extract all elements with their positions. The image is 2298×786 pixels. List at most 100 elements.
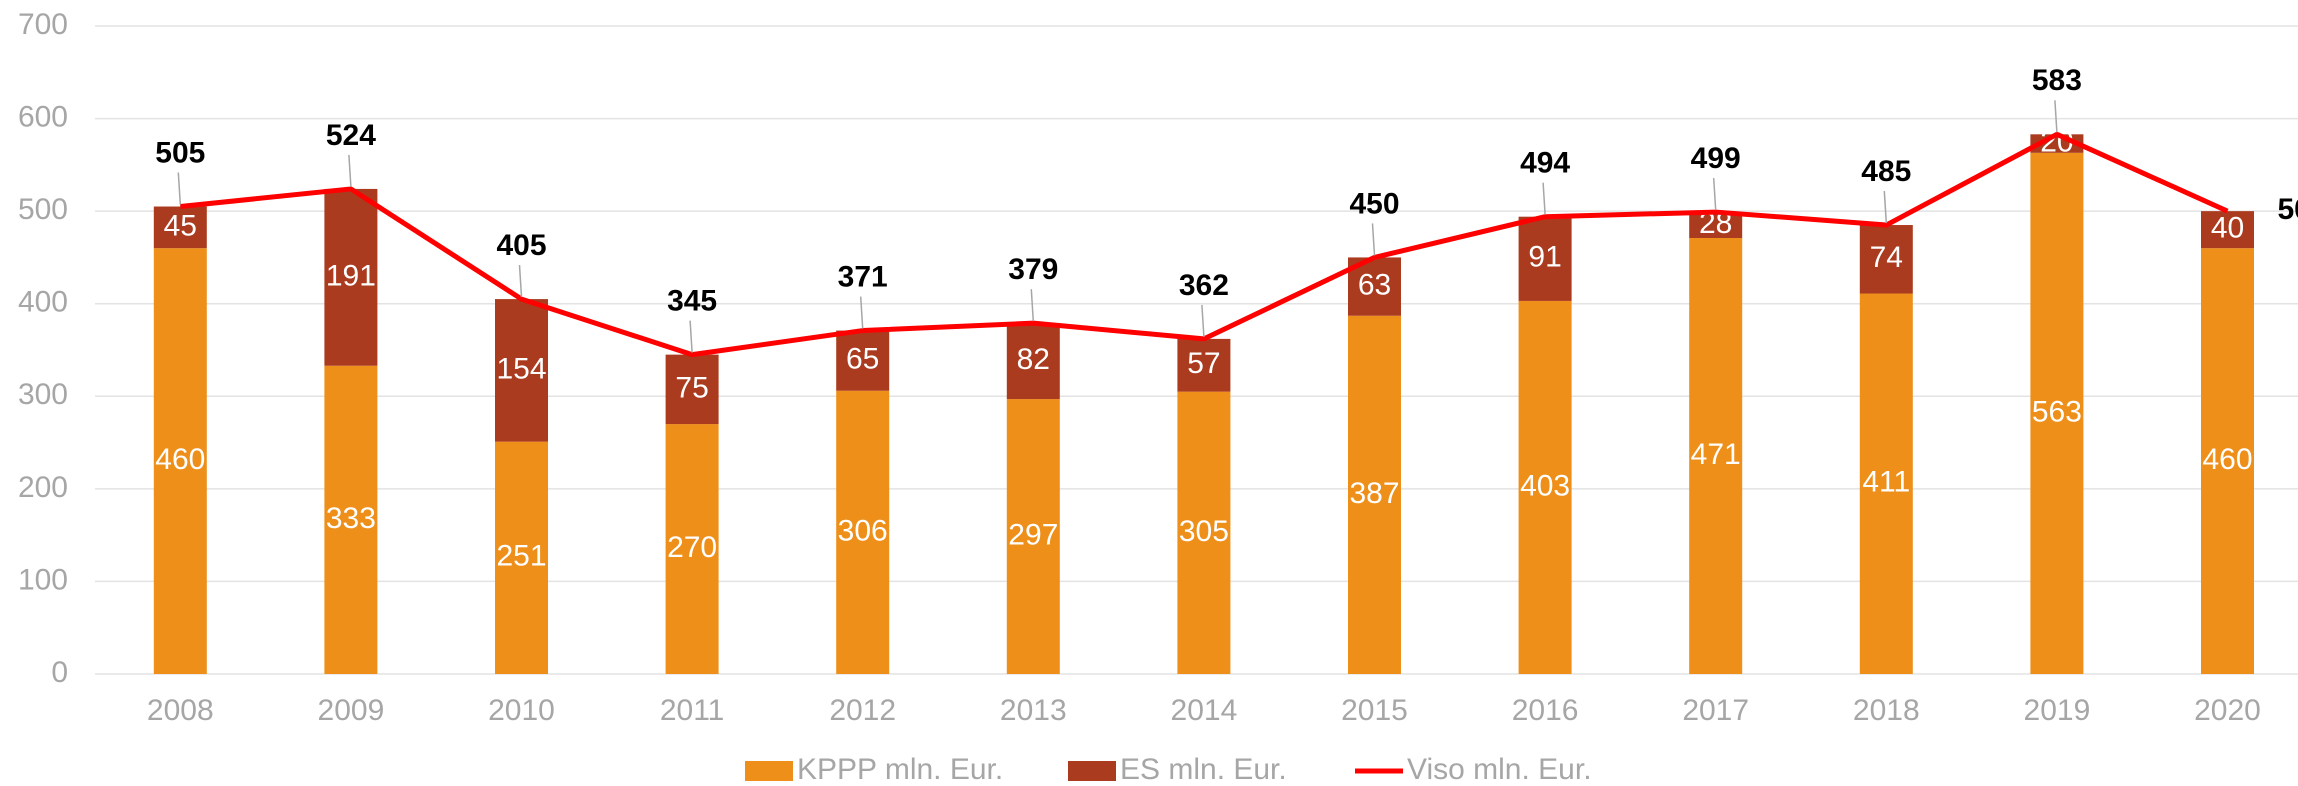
- bar-segment: [1177, 338, 1231, 392]
- x-tick-label: 2016: [1512, 694, 1579, 727]
- total-label: 405: [496, 229, 546, 262]
- x-tick-label: 2017: [1682, 694, 1749, 727]
- x-tick-label: 2008: [147, 694, 214, 727]
- y-tick-label: 700: [18, 8, 68, 41]
- x-tick-label: 2012: [829, 694, 896, 727]
- data-label: 563: [2032, 395, 2082, 428]
- data-label: 191: [326, 259, 376, 292]
- data-label: 333: [326, 502, 376, 535]
- bar-segment: [2201, 248, 2254, 674]
- x-tick-label: 2010: [488, 694, 555, 727]
- y-tick-label: 400: [18, 286, 68, 319]
- y-tick-label: 600: [18, 100, 68, 133]
- data-label: 82: [1017, 343, 1050, 376]
- y-tick-label: 0: [51, 656, 68, 689]
- data-label: 297: [1008, 518, 1058, 551]
- data-label: 251: [496, 540, 546, 573]
- leader-line: [2054, 100, 2058, 133]
- total-label: 583: [2032, 64, 2082, 97]
- bar-segment: [1348, 315, 1401, 674]
- leader-line: [1712, 178, 1717, 211]
- total-label: 500: [2278, 193, 2298, 226]
- x-tick-label: 2009: [318, 694, 385, 727]
- bar-segment: [1518, 216, 1572, 301]
- total-label: 450: [1349, 187, 1399, 220]
- x-tick-label: 2020: [2194, 694, 2261, 727]
- data-label: 306: [838, 514, 888, 547]
- leader-line: [348, 154, 352, 187]
- line-series: [180, 131, 2229, 358]
- data-label: 460: [2202, 443, 2252, 476]
- leader-line: [1201, 304, 1205, 337]
- data-label: 74: [1870, 241, 1903, 274]
- bar-segment: [495, 441, 548, 674]
- bar-segment: [1177, 391, 1231, 674]
- total-label: 505: [155, 136, 205, 169]
- data-label: 387: [1349, 477, 1399, 510]
- x-tick-label: 2015: [1341, 694, 1408, 727]
- x-tick-label: 2014: [1171, 694, 1238, 727]
- bar-segment: [495, 299, 548, 442]
- total-label: 362: [1179, 269, 1229, 302]
- data-label: 270: [667, 531, 717, 564]
- data-label: 45: [164, 209, 197, 242]
- legend-swatch: [1068, 761, 1116, 781]
- data-label: 91: [1528, 241, 1561, 274]
- bar-segment: [1006, 323, 1060, 400]
- legend-label: ES mln. Eur.: [1120, 753, 1287, 786]
- y-tick-label: 300: [18, 378, 68, 411]
- leader-line: [518, 265, 523, 298]
- bar-segment: [153, 248, 207, 674]
- data-label: 154: [496, 352, 546, 385]
- bar-segment: [1006, 399, 1060, 674]
- bar-segment: [665, 354, 719, 425]
- bar-segment: [665, 424, 719, 674]
- bar-segment: [2030, 152, 2084, 674]
- bar-segment: [836, 330, 890, 391]
- leader-line: [1030, 289, 1035, 322]
- y-tick-label: 500: [18, 193, 68, 226]
- total-label: 494: [1520, 147, 1570, 180]
- data-label: 305: [1179, 515, 1229, 548]
- bar-segment: [1689, 237, 1743, 674]
- bar-segment: [1859, 225, 1913, 294]
- bar-segment: [1689, 212, 1743, 238]
- bar-segment: [836, 390, 890, 674]
- legend-swatch: [745, 761, 793, 781]
- leader-line: [1883, 190, 1888, 224]
- leader-line: [859, 296, 864, 329]
- x-tick-label: 2011: [660, 694, 725, 727]
- y-tick-label: 200: [18, 471, 68, 504]
- leader-line: [689, 320, 693, 353]
- data-label: 40: [2211, 212, 2244, 245]
- total-label: 499: [1691, 142, 1741, 175]
- data-label: 471: [1691, 438, 1741, 471]
- x-tick-label: 2019: [2024, 694, 2091, 727]
- data-label: 57: [1187, 347, 1220, 380]
- bar-segment: [324, 365, 378, 674]
- total-label: 485: [1861, 155, 1911, 188]
- legend-label: KPPP mln. Eur.: [797, 753, 1003, 786]
- data-label: 403: [1520, 469, 1570, 502]
- leader-line: [1542, 182, 1546, 215]
- x-tick-label: 2013: [1000, 694, 1067, 727]
- data-label: 75: [675, 371, 708, 404]
- data-label: 63: [1358, 269, 1391, 302]
- data-label: 65: [846, 343, 879, 376]
- legend-label: Viso mln. Eur.: [1407, 753, 1592, 786]
- data-label: 411: [1862, 466, 1910, 499]
- total-label: 524: [326, 119, 376, 152]
- x-tick-label: 2018: [1853, 694, 1920, 727]
- total-label: 345: [667, 285, 717, 318]
- data-label: 460: [155, 443, 205, 476]
- total-label: 379: [1008, 253, 1058, 286]
- leader-line: [177, 172, 182, 205]
- bar-segment: [1859, 293, 1913, 674]
- bar-segment: [153, 206, 207, 249]
- total-label: 371: [838, 260, 888, 293]
- leader-line: [1371, 223, 1376, 256]
- y-tick-label: 100: [18, 563, 68, 596]
- bar-segment: [324, 188, 378, 366]
- bar-segment: [2201, 211, 2254, 249]
